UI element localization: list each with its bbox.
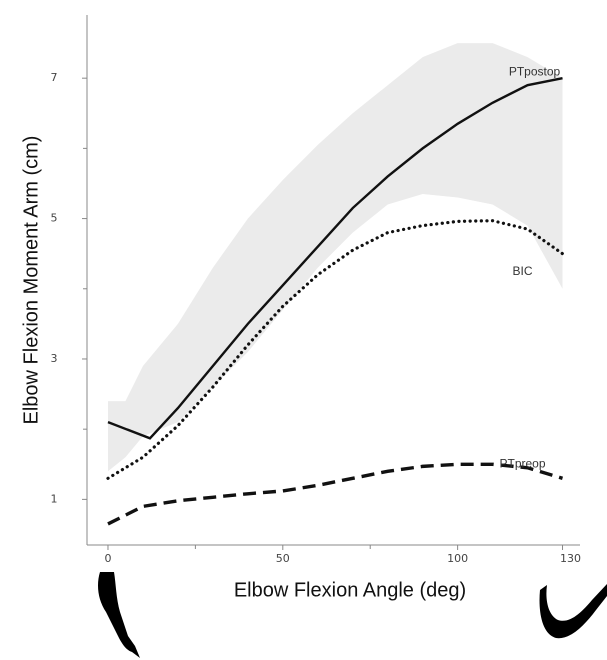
- x-tick-label: 100: [447, 552, 468, 565]
- x-tick-label: 130: [560, 552, 581, 565]
- series-line: [107, 77, 563, 440]
- x-axis-title: Elbow Flexion Angle (deg): [234, 579, 466, 601]
- extended-arm-icon: [98, 572, 140, 658]
- series-label: BIC: [513, 264, 533, 278]
- series-line: [107, 462, 564, 526]
- x-tick-label: 0: [104, 552, 111, 565]
- y-tick-label: 3: [51, 352, 58, 365]
- y-tick-label: 7: [51, 71, 58, 84]
- plot: 0 50 100 130 1 3 5 7 PTpostop BIC PTpreop: [51, 15, 581, 565]
- series-label: PTpreop: [500, 456, 546, 470]
- variation-band: [107, 43, 563, 472]
- flexed-arm-icon: [539, 584, 607, 639]
- y-tick-label: 5: [51, 212, 58, 225]
- series-label: PTpostop: [509, 64, 561, 78]
- y-tick-label: 1: [51, 492, 58, 505]
- series-line: [106, 219, 565, 480]
- x-tick-label: 50: [276, 552, 290, 565]
- y-axis-title: Elbow Flexion Moment Arm (cm): [20, 136, 42, 425]
